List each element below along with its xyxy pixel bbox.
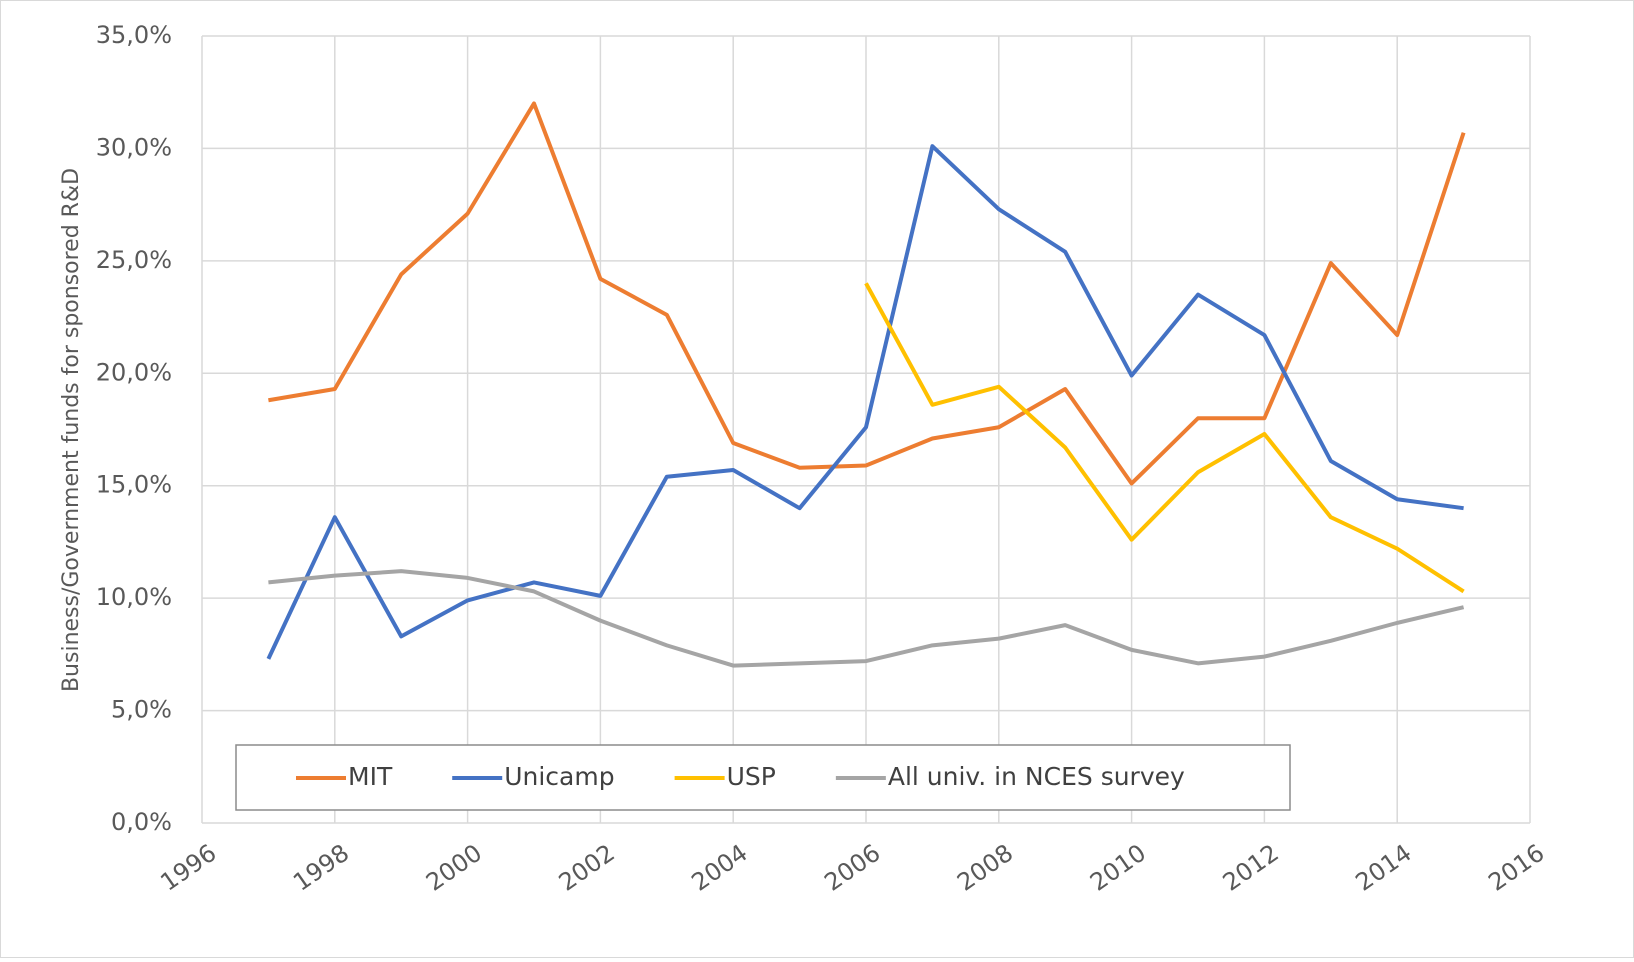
- legend-label: All univ. in NCES survey: [888, 762, 1185, 791]
- y-tick-label: 15,0%: [96, 471, 172, 499]
- legend-label: USP: [727, 762, 776, 791]
- y-tick-label: 10,0%: [96, 583, 172, 611]
- series-line: [266, 144, 1464, 660]
- y-tick-label: 30,0%: [96, 133, 172, 161]
- series-line: [268, 101, 1466, 486]
- legend: MIT Unicamp USP All univ. in NCES survey: [235, 744, 1291, 811]
- y-tick-label: 20,0%: [96, 358, 172, 386]
- series-line: [864, 282, 1465, 594]
- lines: [266, 101, 1466, 668]
- y-tick-label: 35,0%: [96, 21, 172, 49]
- legend-label: Unicamp: [504, 762, 614, 791]
- y-tick-label: 25,0%: [96, 246, 172, 274]
- y-tick-label: 0,0%: [111, 808, 172, 836]
- legend-box: [235, 744, 1291, 811]
- y-axis-title: Business/Government funds for sponsored …: [59, 168, 84, 692]
- y-tick-label: 5,0%: [111, 696, 172, 724]
- series-line: [268, 569, 1465, 668]
- legend-label: MIT: [348, 762, 393, 791]
